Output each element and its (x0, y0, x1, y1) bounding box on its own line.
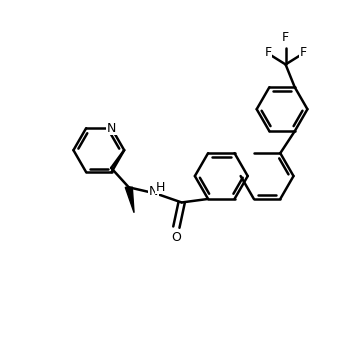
Text: F: F (265, 47, 272, 59)
Text: N: N (149, 185, 158, 198)
Text: F: F (282, 31, 289, 44)
Text: F: F (299, 47, 306, 59)
Text: H: H (156, 181, 165, 194)
Text: O: O (171, 232, 181, 244)
Polygon shape (125, 187, 134, 213)
Text: N: N (107, 122, 116, 135)
